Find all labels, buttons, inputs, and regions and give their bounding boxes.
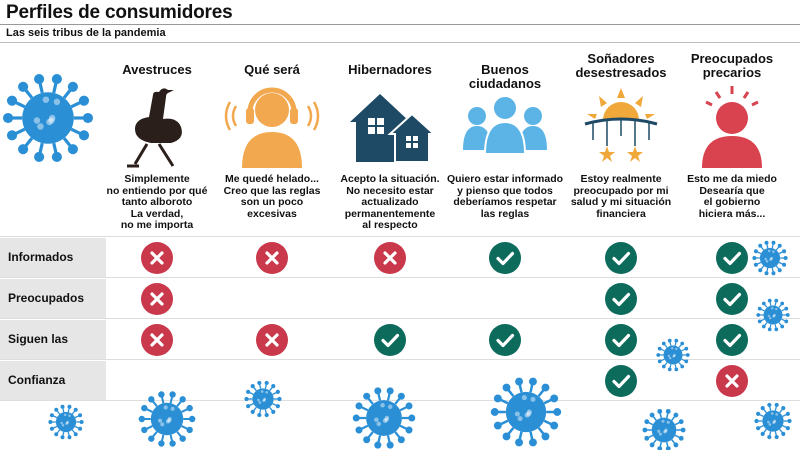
row-divider <box>0 400 800 401</box>
tribe-description-line: Acepto la situación. <box>340 173 440 185</box>
virus-icon <box>490 376 562 450</box>
tribe-description-line: las reglas <box>480 207 530 220</box>
tribe-description-line: no me importa <box>120 219 194 231</box>
virus-icon <box>2 72 94 169</box>
tribe-name: Avestruces <box>97 63 217 77</box>
row-divider <box>0 236 800 237</box>
virus-icon <box>138 390 196 450</box>
cross-icon <box>141 283 173 315</box>
tribe-description-line: actualizado <box>361 196 419 208</box>
virus-icon <box>352 386 416 450</box>
tribe-name: Soñadores desestresados <box>561 52 681 80</box>
tribe-name-line: desestresados <box>575 65 667 80</box>
row-label: Confianza <box>0 361 106 400</box>
tribe-description-line: Creo que las reglas <box>223 184 321 197</box>
tribe-description-line: excesivas <box>247 207 297 220</box>
tribe-description: Estoy realmente preocupado por mi salud y … <box>559 173 683 220</box>
cross-icon <box>716 365 748 397</box>
tribe-name-line: Qué será <box>244 62 300 77</box>
tribe-name: Hibernadores <box>330 63 450 77</box>
tribe-description-line: permanentemente <box>344 207 436 220</box>
tribe-description-line: Desearía que <box>699 184 765 197</box>
check-icon <box>489 242 521 274</box>
tribe-description-line: al respecto <box>362 219 418 231</box>
cross-icon <box>256 242 288 274</box>
group-people-icon <box>455 80 555 170</box>
virus-icon <box>752 240 788 281</box>
tribe-name: Buenos ciudadanos <box>445 63 565 91</box>
virus-icon <box>244 380 282 423</box>
row-divider <box>0 359 800 360</box>
row-label: Siguen las reglas <box>0 320 106 385</box>
houses-icon <box>340 80 440 170</box>
tribe-name-line: Soñadores <box>587 51 655 66</box>
tribe-description-line: no entiendo por qué <box>106 184 208 197</box>
sun-mobile-icon <box>571 80 671 170</box>
row-divider <box>0 318 800 319</box>
tribe-description-line: La verdad, <box>130 207 184 220</box>
headphones-person-icon <box>222 80 322 170</box>
tribe-description-line: Quiero estar informado <box>446 173 564 185</box>
cross-icon <box>374 242 406 274</box>
tribe-name-line: Preocupados <box>690 51 774 66</box>
virus-icon <box>754 402 792 445</box>
tribe-description-line: y pienso que todos <box>457 184 553 197</box>
tribe-name-line: Hibernadores <box>348 62 432 77</box>
tribe-description-line: Simplemente <box>124 173 190 185</box>
tribe-description-line: No necesito estar <box>346 184 434 197</box>
row-label: Informados <box>0 238 106 277</box>
check-icon <box>605 242 637 274</box>
tribe-description: Esto me da miedo Desearía que el gobierno h… <box>670 173 794 220</box>
virus-icon <box>656 338 690 377</box>
virus-icon <box>756 298 790 337</box>
ostrich-icon <box>107 80 207 170</box>
tribe-description-line: financiera <box>596 207 646 220</box>
check-icon <box>716 283 748 315</box>
worried-person-icon <box>682 80 782 170</box>
check-icon <box>716 242 748 274</box>
cross-icon <box>141 324 173 356</box>
check-icon <box>605 365 637 397</box>
tribe-description-line: tanto alboroto <box>121 196 193 208</box>
page-subtitle: Las seis tribus de la pandemia <box>6 27 166 39</box>
tribe-description-line: preocupado por mi <box>573 184 669 197</box>
row-label: Preocupados <box>0 279 106 318</box>
tribe-name-line: Buenos ciudadanos <box>468 62 542 91</box>
row-divider <box>0 277 800 278</box>
tribe-description: Simplemente no entiendo por qué tanto albo… <box>95 173 219 232</box>
virus-icon <box>642 408 686 450</box>
subtitle-divider <box>0 42 800 43</box>
tribe-description-line: deberíamos respetar <box>453 196 557 208</box>
page-title: Perfiles de consumidores <box>6 2 233 23</box>
tribe-description-line: hiciera más... <box>698 207 766 220</box>
check-icon <box>605 324 637 356</box>
check-icon <box>374 324 406 356</box>
check-icon <box>716 324 748 356</box>
tribe-description-line: Me quedé helado... <box>225 173 319 185</box>
check-icon <box>489 324 521 356</box>
check-icon <box>605 283 637 315</box>
tribe-description-line: Estoy realmente <box>580 173 662 185</box>
tribe-description-line: son un poco <box>240 196 304 208</box>
tribe-description-line: Esto me da miedo <box>687 173 777 185</box>
tribe-description: Quiero estar informado y pienso que todos… <box>443 173 567 220</box>
tribe-name: Preocupados precarios <box>672 52 792 80</box>
tribe-description: Acepto la situación. No necesito estar act… <box>328 173 452 232</box>
virus-icon <box>48 404 84 445</box>
cross-icon <box>256 324 288 356</box>
title-divider <box>0 24 800 25</box>
cross-icon <box>141 242 173 274</box>
tribe-description-line: salud y mi situación <box>570 196 672 208</box>
tribe-name-line: precarios <box>702 65 762 80</box>
tribe-name: Qué será <box>212 63 332 77</box>
tribe-name-line: Avestruces <box>122 62 192 77</box>
tribe-description: Me quedé helado... Creo que las reglas son… <box>210 173 334 220</box>
tribe-description-line: el gobierno <box>703 196 761 208</box>
